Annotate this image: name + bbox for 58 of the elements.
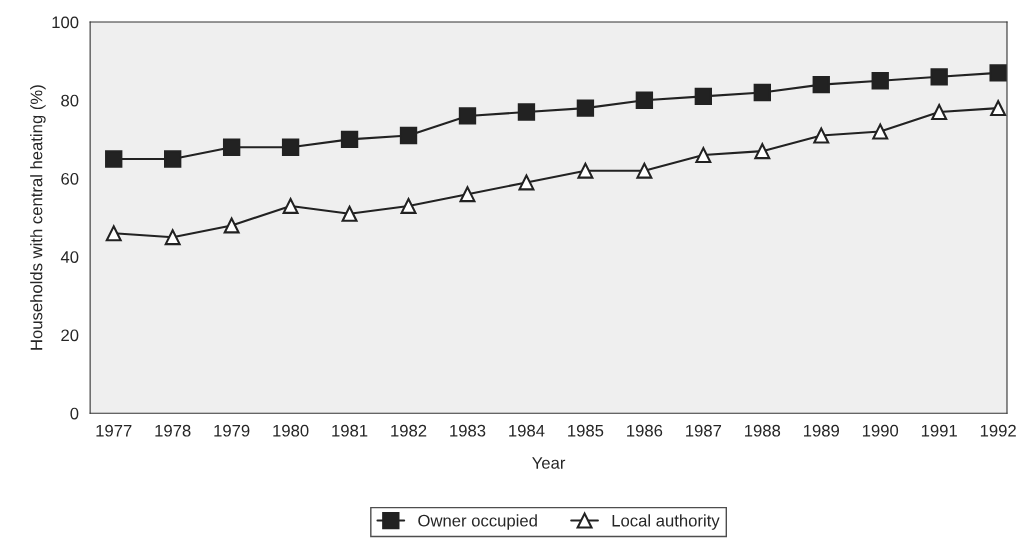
y-tick-label: 0 [70,407,79,420]
point [164,150,182,168]
point [695,147,712,164]
x-tick-label: 1978 [155,424,191,437]
point [694,87,713,106]
x-tick-label: 1991 [921,424,957,437]
point [990,100,1007,117]
x-tick-label: 1988 [745,424,781,437]
legend-label: Owner occupied [418,514,537,530]
x-tick-label: 1977 [96,424,132,437]
x-tick-label: 1989 [804,424,840,437]
x-tick-label: 1987 [686,424,722,437]
x-tick-label: 1986 [627,424,663,437]
x-tick-label: 1982 [391,424,427,437]
point [754,143,771,160]
point [459,186,476,203]
point [517,103,536,121]
point [400,197,417,214]
point [222,138,241,156]
point [576,99,595,117]
point [636,162,653,179]
point [105,150,123,168]
x-tick-label: 1981 [332,424,368,437]
point [223,217,240,234]
x-axis-title: Year [532,457,566,469]
x-tick-label: 1980 [273,424,309,437]
point [399,126,418,145]
point [282,197,299,214]
point [753,83,771,102]
point [518,174,535,191]
legend-label: Local authority [612,514,720,530]
point [930,68,948,86]
point [577,162,594,179]
x-tick-label: 1985 [568,424,604,437]
y-tick-label: 20 [61,329,79,342]
point [341,205,358,222]
point [989,64,1007,82]
x-tick-label: 1983 [450,424,486,437]
y-tick-label: 40 [60,251,79,263]
point [340,130,359,149]
point [813,127,830,144]
x-tick-label: 1992 [980,424,1016,437]
y-tick-label: 100 [52,16,79,29]
y-tick-label: 80 [61,94,79,107]
point [635,91,654,109]
y-axis-title: Households with central heating (%) [30,85,46,350]
x-tick-label: 1990 [862,424,899,437]
x-tick-label: 1979 [214,424,250,437]
point [164,229,181,246]
point [281,138,300,156]
point [931,104,948,120]
point [872,123,889,140]
point [105,225,122,242]
point [812,75,830,94]
point [458,107,477,125]
point [871,72,889,90]
x-tick-label: 1984 [509,424,545,437]
y-tick-label: 60 [61,172,79,185]
